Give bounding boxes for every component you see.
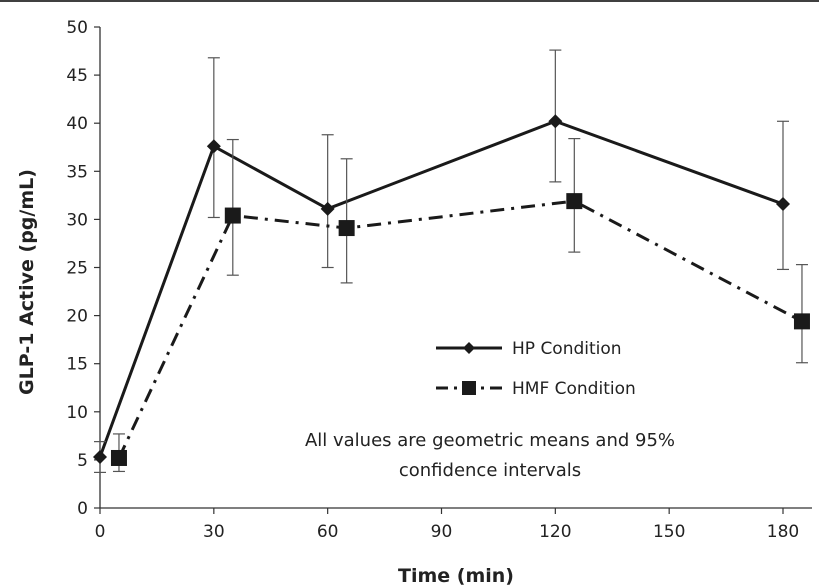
legend-item-hp: HP Condition [436, 339, 622, 359]
series-hp [93, 50, 790, 472]
data-point-hmf [794, 313, 810, 329]
y-tick-label: 45 [66, 66, 88, 86]
legend-square-marker [462, 381, 476, 395]
y-axis-title: GLP-1 Active (pg/mL) [16, 169, 38, 395]
data-point-hp [207, 139, 221, 153]
series-line-hp [100, 121, 783, 457]
data-point-hp [321, 202, 335, 216]
series-hmf [111, 139, 810, 472]
data-point-hp [93, 450, 107, 464]
legend: HP Condition HMF Condition [436, 339, 636, 399]
series-line-hmf [119, 201, 802, 458]
x-tick-label: 30 [203, 522, 225, 542]
y-tick-label: 10 [66, 403, 88, 423]
y-tick-label: 0 [77, 499, 88, 519]
y-tick-label: 20 [66, 307, 88, 327]
x-tick-label: 0 [95, 522, 106, 542]
y-tick-label: 35 [66, 162, 88, 182]
series-layer [93, 50, 810, 472]
x-tick-label: 180 [767, 522, 799, 542]
data-point-hmf [566, 193, 582, 209]
y-tick-label: 25 [66, 259, 88, 279]
data-point-hmf [225, 208, 241, 224]
y-tick-label: 5 [77, 451, 88, 471]
legend-label-hp: HP Condition [512, 339, 622, 359]
y-tick-label: 40 [66, 114, 88, 134]
x-tick-label: 120 [539, 522, 571, 542]
x-tick-label: 60 [317, 522, 339, 542]
note-line-1: All values are geometric means and 95% [305, 430, 675, 451]
note-line-2: confidence intervals [399, 460, 581, 481]
x-axis-title: Time (min) [398, 565, 514, 587]
legend-diamond-marker [463, 342, 475, 354]
y-tick-label: 30 [66, 210, 88, 230]
x-tick-label: 150 [653, 522, 685, 542]
legend-item-hmf: HMF Condition [436, 379, 636, 399]
data-point-hmf [111, 450, 127, 466]
data-point-hmf [339, 220, 355, 236]
y-tick-label: 15 [66, 355, 88, 375]
data-point-hp [548, 114, 562, 128]
x-tick-label: 90 [431, 522, 453, 542]
note: All values are geometric means and 95% c… [305, 430, 675, 481]
data-point-hp [776, 197, 790, 211]
legend-label-hmf: HMF Condition [512, 379, 636, 399]
y-tick-label: 50 [66, 18, 88, 38]
